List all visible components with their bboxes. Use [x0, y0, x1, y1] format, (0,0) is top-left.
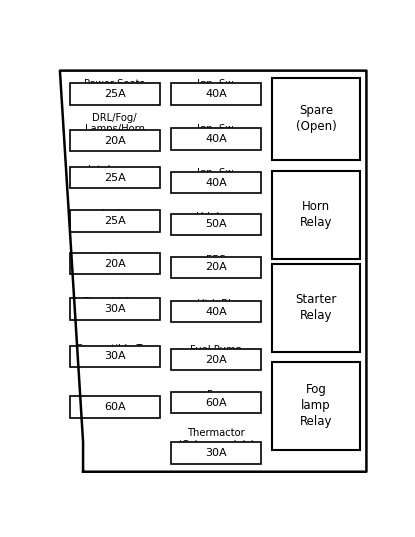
- Bar: [272, 78, 360, 159]
- Bar: [70, 130, 160, 151]
- Bar: [70, 396, 160, 418]
- Text: ABS: ABS: [105, 396, 124, 407]
- Text: 20A: 20A: [104, 135, 125, 146]
- Text: 40A: 40A: [205, 89, 227, 99]
- Text: Fog
lamp
Relay: Fog lamp Relay: [300, 383, 332, 429]
- Bar: [70, 253, 160, 274]
- Text: Alt: Alt: [108, 252, 122, 262]
- Bar: [70, 346, 160, 367]
- Bar: [171, 392, 261, 413]
- Bar: [70, 299, 160, 320]
- Text: Thermactor
(Cobra models): Thermactor (Cobra models): [178, 429, 254, 449]
- Text: EEC: EEC: [206, 255, 226, 265]
- Text: Horn
Relay: Horn Relay: [300, 200, 332, 229]
- Text: 60A: 60A: [205, 398, 227, 408]
- Bar: [171, 349, 261, 371]
- Text: Hd. Lps.: Hd. Lps.: [195, 212, 236, 222]
- Text: Spare
(Open): Spare (Open): [295, 104, 336, 133]
- Text: 60A: 60A: [104, 402, 125, 412]
- Bar: [171, 83, 261, 105]
- Bar: [70, 167, 160, 188]
- Text: Fuel Pump: Fuel Pump: [190, 345, 242, 355]
- Text: 20A: 20A: [205, 263, 227, 272]
- Text: 30A: 30A: [104, 351, 125, 361]
- Text: 25A: 25A: [104, 89, 125, 99]
- Text: Convertible Top: Convertible Top: [76, 344, 153, 353]
- Text: Fan: Fan: [207, 390, 225, 400]
- Text: 20A: 20A: [104, 259, 125, 268]
- Bar: [171, 442, 261, 464]
- Text: 40A: 40A: [205, 307, 227, 317]
- Text: Power Seats: Power Seats: [84, 79, 145, 89]
- Text: Int. Lamps: Int. Lamps: [88, 165, 141, 175]
- Text: 20A: 20A: [205, 354, 227, 365]
- Text: DRL/Fog/
Lamps/Horn: DRL/Fog/ Lamps/Horn: [85, 113, 144, 134]
- Bar: [171, 172, 261, 193]
- Text: 25A: 25A: [104, 173, 125, 183]
- Bar: [272, 264, 360, 352]
- Text: 50A: 50A: [205, 220, 227, 229]
- Bar: [70, 83, 160, 105]
- Text: Ign. Sw.: Ign. Sw.: [197, 79, 235, 89]
- Text: Audio: Audio: [100, 209, 129, 219]
- Bar: [171, 257, 261, 278]
- Text: Starter
Relay: Starter Relay: [295, 294, 337, 323]
- Text: 30A: 30A: [104, 304, 125, 314]
- Text: 25A: 25A: [104, 216, 125, 226]
- Bar: [171, 128, 261, 150]
- Bar: [70, 211, 160, 232]
- Text: 40A: 40A: [205, 178, 227, 188]
- Bar: [171, 301, 261, 322]
- Bar: [171, 214, 261, 235]
- Text: 40A: 40A: [205, 134, 227, 144]
- Text: Htd. Bl.: Htd. Bl.: [198, 299, 234, 309]
- Text: Ign. Sw.: Ign. Sw.: [197, 124, 235, 134]
- Text: Ign. Sw.: Ign. Sw.: [197, 168, 235, 178]
- Text: Cigar Lighter: Cigar Lighter: [82, 297, 147, 307]
- Bar: [272, 171, 360, 259]
- Text: 30A: 30A: [205, 448, 227, 458]
- Bar: [272, 362, 360, 450]
